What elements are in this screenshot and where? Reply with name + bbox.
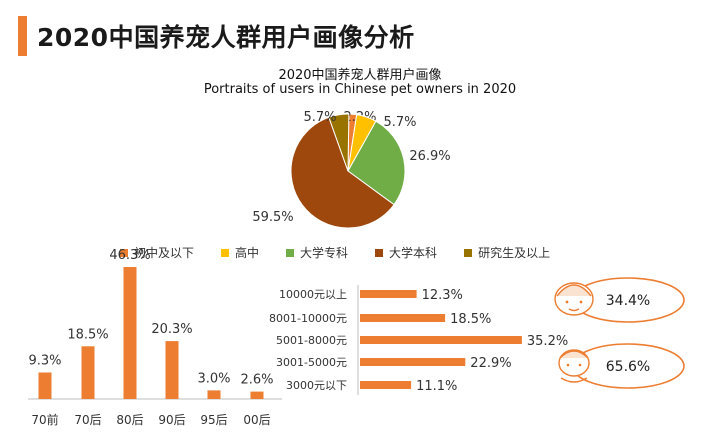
legend-swatch [464,248,473,257]
gender-callouts: 34.4% 65.6% [554,277,685,389]
age-category-label: 95后 [200,413,227,427]
income-bar [360,314,446,322]
income-category-label: 10000元以上 [279,288,347,301]
income-category-label: 3001-5000元 [276,356,347,369]
female-share-value: 34.4% [606,293,650,309]
age-bar-value-label: 18.5% [67,327,108,342]
legend-swatch [221,248,230,257]
page-title: 2020中国养宠人群用户画像分析 [37,23,415,52]
income-bar-value-label: 22.9% [470,356,511,371]
legend-item: 大学本科 [375,244,437,261]
pie-chart-title: 2020中国养宠人群用户画像 [278,68,442,83]
legend-label: 初中及以下 [134,246,195,260]
legend-label: 大学专科 [300,246,349,260]
age-bar-value-label: 2.6% [240,373,273,388]
legend-swatch [286,248,295,257]
age-category-label: 70前 [31,412,58,427]
pie-slice-label: 5.7% [303,110,336,125]
age-bar [38,372,52,399]
pie-chart-subtitle: Portraits of users in Chinese pet owners… [203,82,517,97]
income-bar [360,290,417,298]
legend-label: 研究生及以上 [478,246,551,260]
age-bar [81,346,95,399]
income-bar-value-label: 12.3% [422,288,463,303]
male-avatar-icon [558,349,590,383]
female-avatar-icon [554,282,594,316]
legend-item: 初中及以下 [120,244,194,261]
income-bar-value-label: 35.2% [527,334,568,349]
income-bar-chart: 10000元以上 12.3% 8001-10000元 18.5% 5001-8000元 3… [269,285,568,395]
age-category-label: 70后 [74,413,101,427]
age-category-label: 80后 [116,413,143,427]
income-bar [360,358,466,366]
heading-accent-bar [18,16,27,56]
income-bar-value-label: 18.5% [450,312,491,327]
income-category-label: 3000元以下 [286,379,347,392]
income-category-label: 5001-8000元 [276,334,347,347]
pie-legend: 初中及以下 高中 大学专科 大学本科 研究生及以上 [120,244,577,261]
pie-slice-label: 59.5% [252,210,293,225]
age-bar-value-label: 9.3% [28,354,61,369]
pie-slice-label: 26.9% [409,149,450,164]
age-bar [123,267,137,399]
age-bar-value-label: 20.3% [151,322,192,337]
income-category-label: 8001-10000元 [269,312,347,325]
pie-slice [347,120,406,206]
pie-chart: 2.2%5.7%26.9%59.5%5.7% [252,110,451,229]
age-bar [207,390,221,399]
age-bar [165,341,179,399]
income-bar [360,381,412,389]
legend-label: 大学本科 [389,246,438,260]
legend-swatch [120,248,128,257]
age-category-label: 90后 [158,413,185,427]
page-heading: 2020中国养宠人群用户画像分析 [18,14,415,58]
age-bar-chart: 9.3% 70前 18.5% 70后 46.3% 80后 20.3% 90后 3.0% 95后 2.… [28,248,282,427]
pie-slice-label: 5.7% [383,115,416,130]
age-category-label: 00后 [243,413,270,427]
income-bar [360,336,522,344]
pie-slice [328,113,350,172]
male-share-value: 65.6% [606,359,650,375]
age-bar [250,391,264,399]
age-bar-value-label: 3.0% [197,371,230,386]
pie-slice [290,116,395,229]
legend-label: 高中 [235,246,260,260]
legend-item: 大学专科 [286,244,348,261]
age-bar-value-label: 46.3% [109,248,150,263]
legend-item: 高中 [221,244,259,261]
legend-item: 研究生及以上 [464,244,550,261]
income-bar-value-label: 11.1% [416,379,457,394]
legend-swatch [375,248,384,257]
